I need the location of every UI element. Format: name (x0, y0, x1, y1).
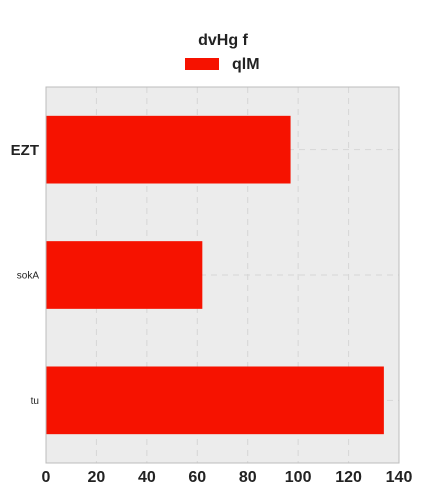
legend-label: qlM (232, 56, 260, 73)
y-tick-label: sokA (17, 271, 40, 282)
x-tick-label: 100 (285, 469, 312, 486)
plot-frame (45, 86, 400, 464)
x-tick-label: 80 (239, 469, 257, 486)
x-tick-label: 40 (138, 469, 156, 486)
x-tick-label: 140 (386, 469, 413, 486)
y-tick-label: tu (31, 396, 39, 407)
legend: dvHg f qlM (185, 32, 260, 73)
x-tick-label: 0 (42, 469, 51, 486)
y-axis-labels: EZT sokA tu (11, 142, 40, 407)
legend-title: dvHg f (198, 32, 248, 49)
bar-soka (46, 241, 203, 309)
bar-tu (46, 366, 384, 435)
x-tick-label: 120 (335, 469, 362, 486)
x-axis-labels: 0 20 40 60 80 100 120 140 (42, 469, 413, 486)
legend-swatch (185, 58, 219, 70)
x-tick-label: 20 (88, 469, 106, 486)
x-tick-label: 60 (188, 469, 206, 486)
bar-ezt (46, 115, 291, 184)
bar-layer (46, 115, 384, 435)
y-tick-label: EZT (11, 142, 39, 159)
